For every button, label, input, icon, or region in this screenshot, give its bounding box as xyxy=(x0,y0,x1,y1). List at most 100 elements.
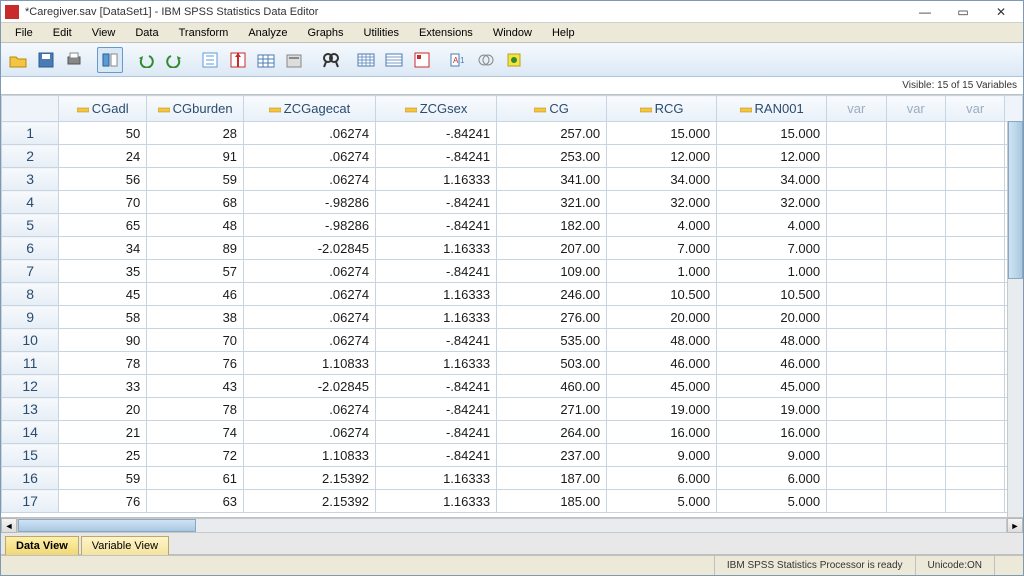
empty-cell[interactable] xyxy=(827,329,886,352)
empty-cell[interactable] xyxy=(945,444,1004,467)
table-row[interactable]: 1525721.10833-.84241237.009.0009.000 xyxy=(2,444,1023,467)
corner-cell[interactable] xyxy=(2,96,59,122)
col-header-zcgsex[interactable]: ZCGsex xyxy=(376,96,497,122)
data-cell[interactable]: 1.000 xyxy=(717,260,827,283)
data-cell[interactable]: 20 xyxy=(59,398,147,421)
data-cell[interactable]: 76 xyxy=(59,490,147,513)
data-cell[interactable]: 56 xyxy=(59,168,147,191)
data-cell[interactable]: 48.000 xyxy=(607,329,717,352)
select-cases-icon[interactable] xyxy=(409,47,435,73)
table-row[interactable]: 15028.06274-.84241257.0015.00015.000 xyxy=(2,122,1023,145)
data-cell[interactable]: .06274 xyxy=(244,329,376,352)
data-cell[interactable]: 59 xyxy=(147,168,244,191)
data-cell[interactable]: -.84241 xyxy=(376,329,497,352)
data-cell[interactable]: -.84241 xyxy=(376,375,497,398)
open-icon[interactable] xyxy=(5,47,31,73)
data-cell[interactable]: 59 xyxy=(59,467,147,490)
data-cell[interactable]: 109.00 xyxy=(497,260,607,283)
col-header-cgadl[interactable]: CGadl xyxy=(59,96,147,122)
data-cell[interactable]: 253.00 xyxy=(497,145,607,168)
data-cell[interactable]: 187.00 xyxy=(497,467,607,490)
data-cell[interactable]: 460.00 xyxy=(497,375,607,398)
table-row[interactable]: 142174.06274-.84241264.0016.00016.000 xyxy=(2,421,1023,444)
row-number[interactable]: 6 xyxy=(2,237,59,260)
redo-icon[interactable] xyxy=(161,47,187,73)
data-cell[interactable]: 10.500 xyxy=(607,283,717,306)
data-cell[interactable]: 24 xyxy=(59,145,147,168)
data-cell[interactable]: 182.00 xyxy=(497,214,607,237)
tab-variable-view[interactable]: Variable View xyxy=(81,536,169,555)
data-cell[interactable]: .06274 xyxy=(244,283,376,306)
data-cell[interactable]: 246.00 xyxy=(497,283,607,306)
empty-cell[interactable] xyxy=(886,168,945,191)
undo-icon[interactable] xyxy=(133,47,159,73)
data-cell[interactable]: 34.000 xyxy=(717,168,827,191)
empty-cell[interactable] xyxy=(886,490,945,513)
menu-data[interactable]: Data xyxy=(125,25,168,41)
col-header-empty[interactable]: var xyxy=(827,96,886,122)
empty-cell[interactable] xyxy=(827,467,886,490)
row-number[interactable]: 2 xyxy=(2,145,59,168)
maximize-button[interactable]: ▭ xyxy=(945,2,981,22)
data-cell[interactable]: 58 xyxy=(59,306,147,329)
data-cell[interactable]: 63 xyxy=(147,490,244,513)
empty-cell[interactable] xyxy=(886,260,945,283)
data-cell[interactable]: 7.000 xyxy=(717,237,827,260)
empty-cell[interactable] xyxy=(827,283,886,306)
data-cell[interactable]: 32.000 xyxy=(717,191,827,214)
empty-cell[interactable] xyxy=(886,398,945,421)
empty-cell[interactable] xyxy=(945,260,1004,283)
data-cell[interactable]: 48.000 xyxy=(717,329,827,352)
data-cell[interactable]: -.84241 xyxy=(376,191,497,214)
close-button[interactable]: ✕ xyxy=(983,2,1019,22)
empty-cell[interactable] xyxy=(886,421,945,444)
data-cell[interactable]: 57 xyxy=(147,260,244,283)
data-cell[interactable]: 321.00 xyxy=(497,191,607,214)
empty-cell[interactable] xyxy=(886,352,945,375)
empty-cell[interactable] xyxy=(886,329,945,352)
data-cell[interactable]: 46.000 xyxy=(607,352,717,375)
data-cell[interactable]: -.98286 xyxy=(244,191,376,214)
data-cell[interactable]: 38 xyxy=(147,306,244,329)
data-cell[interactable]: 19.000 xyxy=(717,398,827,421)
data-cell[interactable]: 34 xyxy=(59,237,147,260)
menu-utilities[interactable]: Utilities xyxy=(354,25,409,41)
menu-edit[interactable]: Edit xyxy=(43,25,82,41)
data-cell[interactable]: 535.00 xyxy=(497,329,607,352)
data-cell[interactable]: -.84241 xyxy=(376,260,497,283)
data-cell[interactable]: 503.00 xyxy=(497,352,607,375)
vertical-scroll-thumb[interactable] xyxy=(1008,121,1023,279)
variables-icon[interactable] xyxy=(253,47,279,73)
recall-dialog-icon[interactable] xyxy=(97,47,123,73)
data-cell[interactable]: 74 xyxy=(147,421,244,444)
empty-cell[interactable] xyxy=(945,214,1004,237)
data-cell[interactable]: 1.10833 xyxy=(244,352,376,375)
data-cell[interactable]: 32.000 xyxy=(607,191,717,214)
data-cell[interactable]: 90 xyxy=(59,329,147,352)
col-header-cgburden[interactable]: CGburden xyxy=(147,96,244,122)
data-cell[interactable]: 264.00 xyxy=(497,421,607,444)
use-sets-icon[interactable] xyxy=(473,47,499,73)
table-row[interactable]: 109070.06274-.84241535.0048.00048.000 xyxy=(2,329,1023,352)
data-cell[interactable]: 15.000 xyxy=(717,122,827,145)
data-cell[interactable]: 61 xyxy=(147,467,244,490)
tab-data-view[interactable]: Data View xyxy=(5,536,79,555)
data-cell[interactable]: 9.000 xyxy=(717,444,827,467)
data-cell[interactable]: 1.16333 xyxy=(376,283,497,306)
data-cell[interactable]: 45.000 xyxy=(607,375,717,398)
find-icon[interactable] xyxy=(317,47,343,73)
data-cell[interactable]: 6.000 xyxy=(717,467,827,490)
data-cell[interactable]: -.84241 xyxy=(376,214,497,237)
col-header-empty[interactable]: var xyxy=(886,96,945,122)
empty-cell[interactable] xyxy=(945,490,1004,513)
data-cell[interactable]: -.84241 xyxy=(376,444,497,467)
table-row[interactable]: 84546.062741.16333246.0010.50010.500 xyxy=(2,283,1023,306)
empty-cell[interactable] xyxy=(827,352,886,375)
table-row[interactable]: 1178761.108331.16333503.0046.00046.000 xyxy=(2,352,1023,375)
data-grid[interactable]: CGadl CGburden ZCGagecat ZCGsex CG RCG R… xyxy=(1,95,1023,513)
empty-cell[interactable] xyxy=(827,444,886,467)
col-header-ran001[interactable]: RAN001 xyxy=(717,96,827,122)
data-cell[interactable]: 65 xyxy=(59,214,147,237)
empty-cell[interactable] xyxy=(945,122,1004,145)
goto-case-icon[interactable] xyxy=(197,47,223,73)
